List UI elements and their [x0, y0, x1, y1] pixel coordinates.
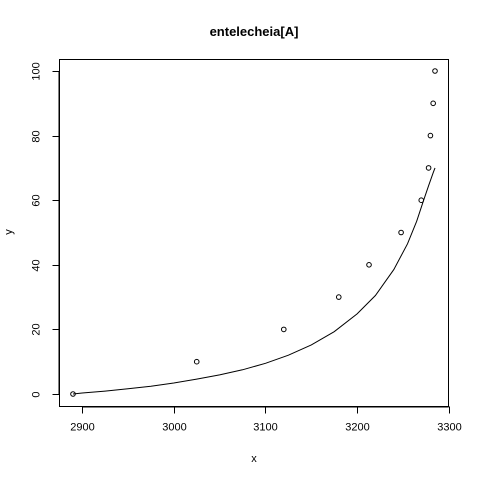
chart-title: entelecheia[A] [210, 24, 299, 39]
x-tick-label: 3100 [253, 422, 277, 434]
data-point [280, 326, 287, 333]
series-layer [70, 68, 438, 397]
x-tick-label: 3000 [162, 422, 186, 434]
x-tick-label: 3300 [437, 422, 461, 434]
data-point [432, 68, 438, 74]
y-tick-label: 80 [31, 130, 43, 142]
data-point [193, 358, 200, 365]
x-tick-label: 3200 [345, 422, 369, 434]
data-point [427, 132, 434, 139]
y-tick-label: 0 [31, 391, 43, 397]
data-point [425, 165, 432, 171]
data-point [335, 294, 342, 300]
x-axis: 2900 3000 3100 3200 3300 [70, 406, 462, 434]
x-tick-label: 2900 [70, 422, 94, 434]
data-point [366, 262, 372, 268]
y-axis-label: y [3, 229, 15, 235]
data-point [398, 229, 404, 236]
y-axis: 0 20 40 60 80 100 [31, 62, 60, 398]
data-point [430, 100, 436, 107]
y-tick-label: 60 [31, 194, 43, 206]
fitted-curve [72, 167, 436, 395]
y-tick-label: 20 [31, 323, 43, 335]
y-tick-label: 100 [31, 62, 43, 80]
x-axis-label: x [251, 453, 257, 465]
y-tick-label: 40 [31, 259, 43, 271]
plot-frame [59, 59, 449, 407]
